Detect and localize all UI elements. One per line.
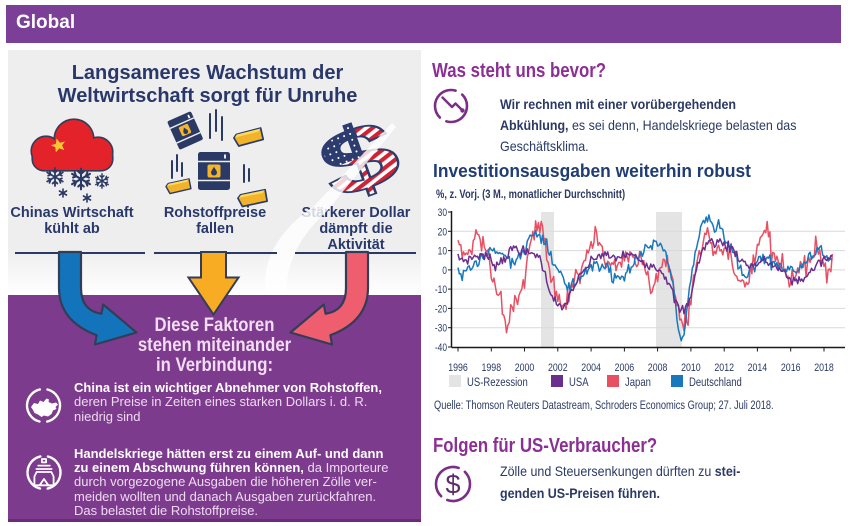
svg-text:$: $ (445, 470, 460, 500)
svg-text:2008: 2008 (648, 362, 668, 374)
svg-text:20: 20 (438, 226, 447, 238)
svg-text:-20: -20 (435, 303, 447, 315)
svg-text:2002: 2002 (548, 362, 568, 374)
svg-text:30: 30 (438, 207, 447, 219)
svg-text:-40: -40 (435, 342, 447, 354)
svg-text:2016: 2016 (781, 362, 801, 374)
svg-text:-10: -10 (435, 284, 447, 296)
svg-text:1996: 1996 (448, 362, 468, 374)
svg-text:0: 0 (442, 265, 447, 277)
svg-text:2018: 2018 (814, 362, 834, 374)
svg-text:2010: 2010 (681, 362, 701, 374)
svg-text:2012: 2012 (714, 362, 734, 374)
svg-text:-30: -30 (435, 323, 447, 335)
svg-text:2004: 2004 (581, 362, 601, 374)
svg-text:2006: 2006 (615, 362, 635, 374)
svg-text:2014: 2014 (748, 362, 768, 374)
svg-text:2000: 2000 (515, 362, 535, 374)
svg-text:1998: 1998 (482, 362, 502, 374)
svg-text:10: 10 (438, 246, 447, 258)
